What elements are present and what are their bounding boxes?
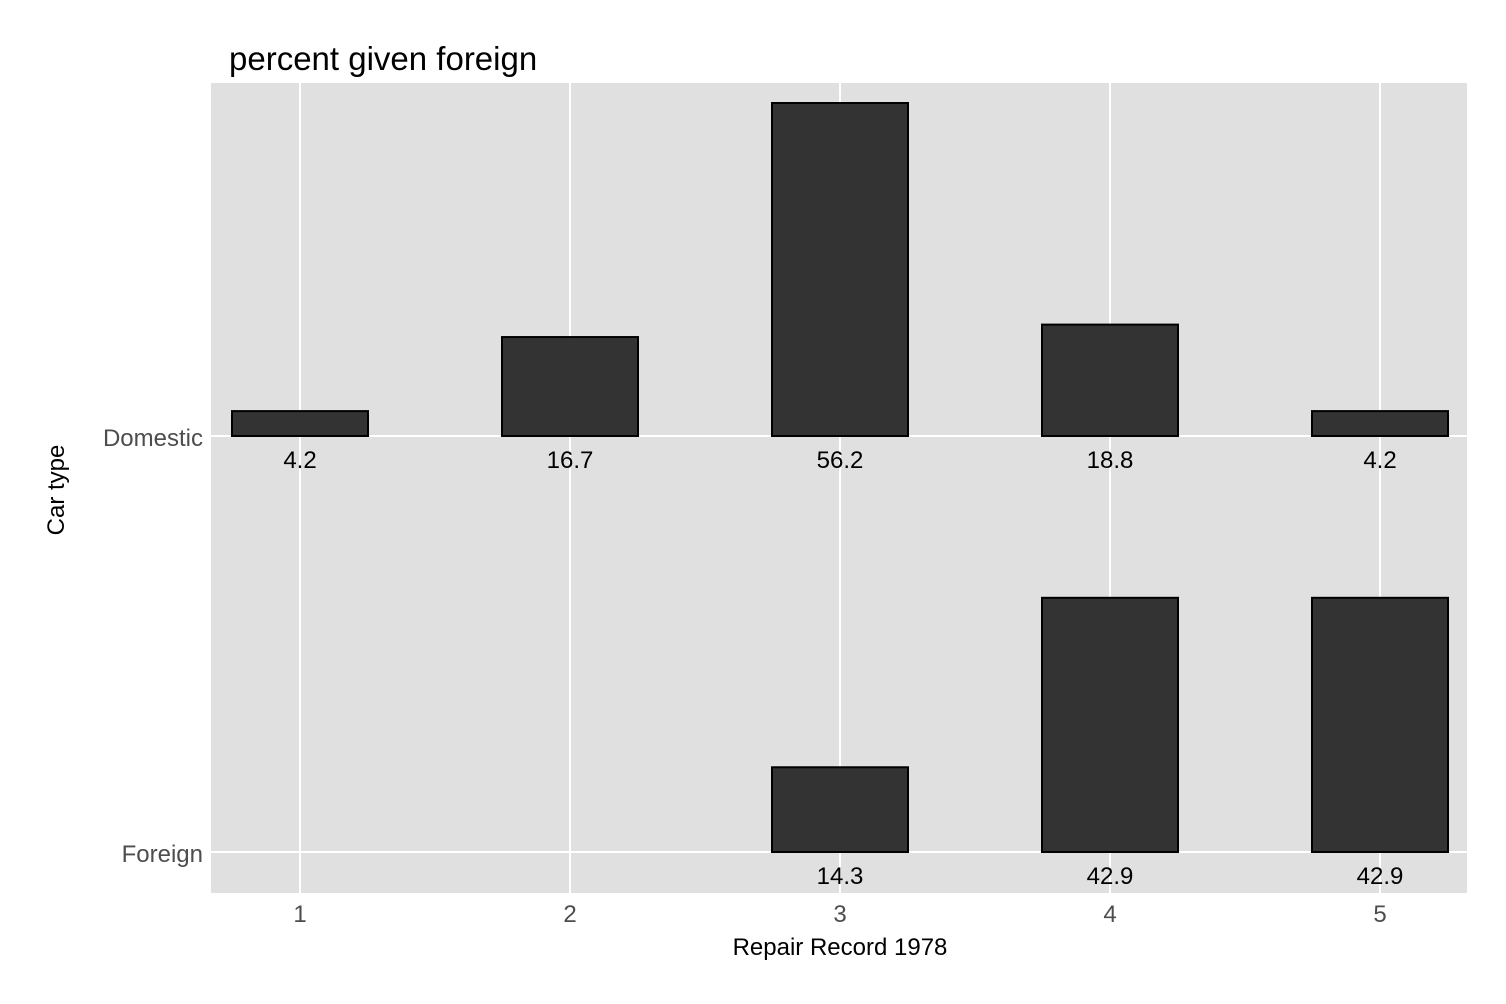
bar-foreign-4 <box>1041 596 1179 853</box>
bar-domestic-2 <box>501 336 639 437</box>
y-tick-label-domestic: Domestic <box>103 425 203 452</box>
bar-domestic-3 <box>771 102 909 437</box>
data-label-foreign-4: 42.9 <box>1087 863 1134 890</box>
bar-foreign-3 <box>771 766 909 853</box>
x-tick-label-3: 3 <box>833 901 846 928</box>
data-label-domestic-1: 4.2 <box>283 447 316 474</box>
x-tick-label-5: 5 <box>1373 901 1386 928</box>
bar-foreign-5 <box>1311 596 1449 853</box>
data-label-domestic-4: 18.8 <box>1087 447 1134 474</box>
data-label-foreign-3: 14.3 <box>817 863 864 890</box>
y-axis-title: Car type <box>43 445 70 536</box>
bar-domestic-1 <box>231 410 369 438</box>
y-axis-ticks: Domestic Foreign <box>103 425 203 868</box>
x-tick-label-2: 2 <box>563 901 576 928</box>
data-label-foreign-5: 42.9 <box>1357 863 1404 890</box>
bar-domestic-4 <box>1041 323 1179 437</box>
x-tick-label-4: 4 <box>1103 901 1116 928</box>
data-label-domestic-3: 56.2 <box>817 447 864 474</box>
chart-title: percent given foreign <box>229 40 537 77</box>
data-label-domestic-5: 4.2 <box>1363 447 1396 474</box>
x-axis-ticks: 1 2 3 4 5 <box>293 901 1386 928</box>
y-tick-label-foreign: Foreign <box>122 841 203 868</box>
data-label-domestic-2: 16.7 <box>547 447 594 474</box>
bar-domestic-5 <box>1311 410 1449 438</box>
x-axis-title: Repair Record 1978 <box>733 934 948 961</box>
bars <box>231 102 1449 853</box>
x-tick-label-1: 1 <box>293 901 306 928</box>
data-labels: 4.2 16.7 56.2 18.8 4.2 14.3 42.9 42.9 <box>283 447 1403 890</box>
